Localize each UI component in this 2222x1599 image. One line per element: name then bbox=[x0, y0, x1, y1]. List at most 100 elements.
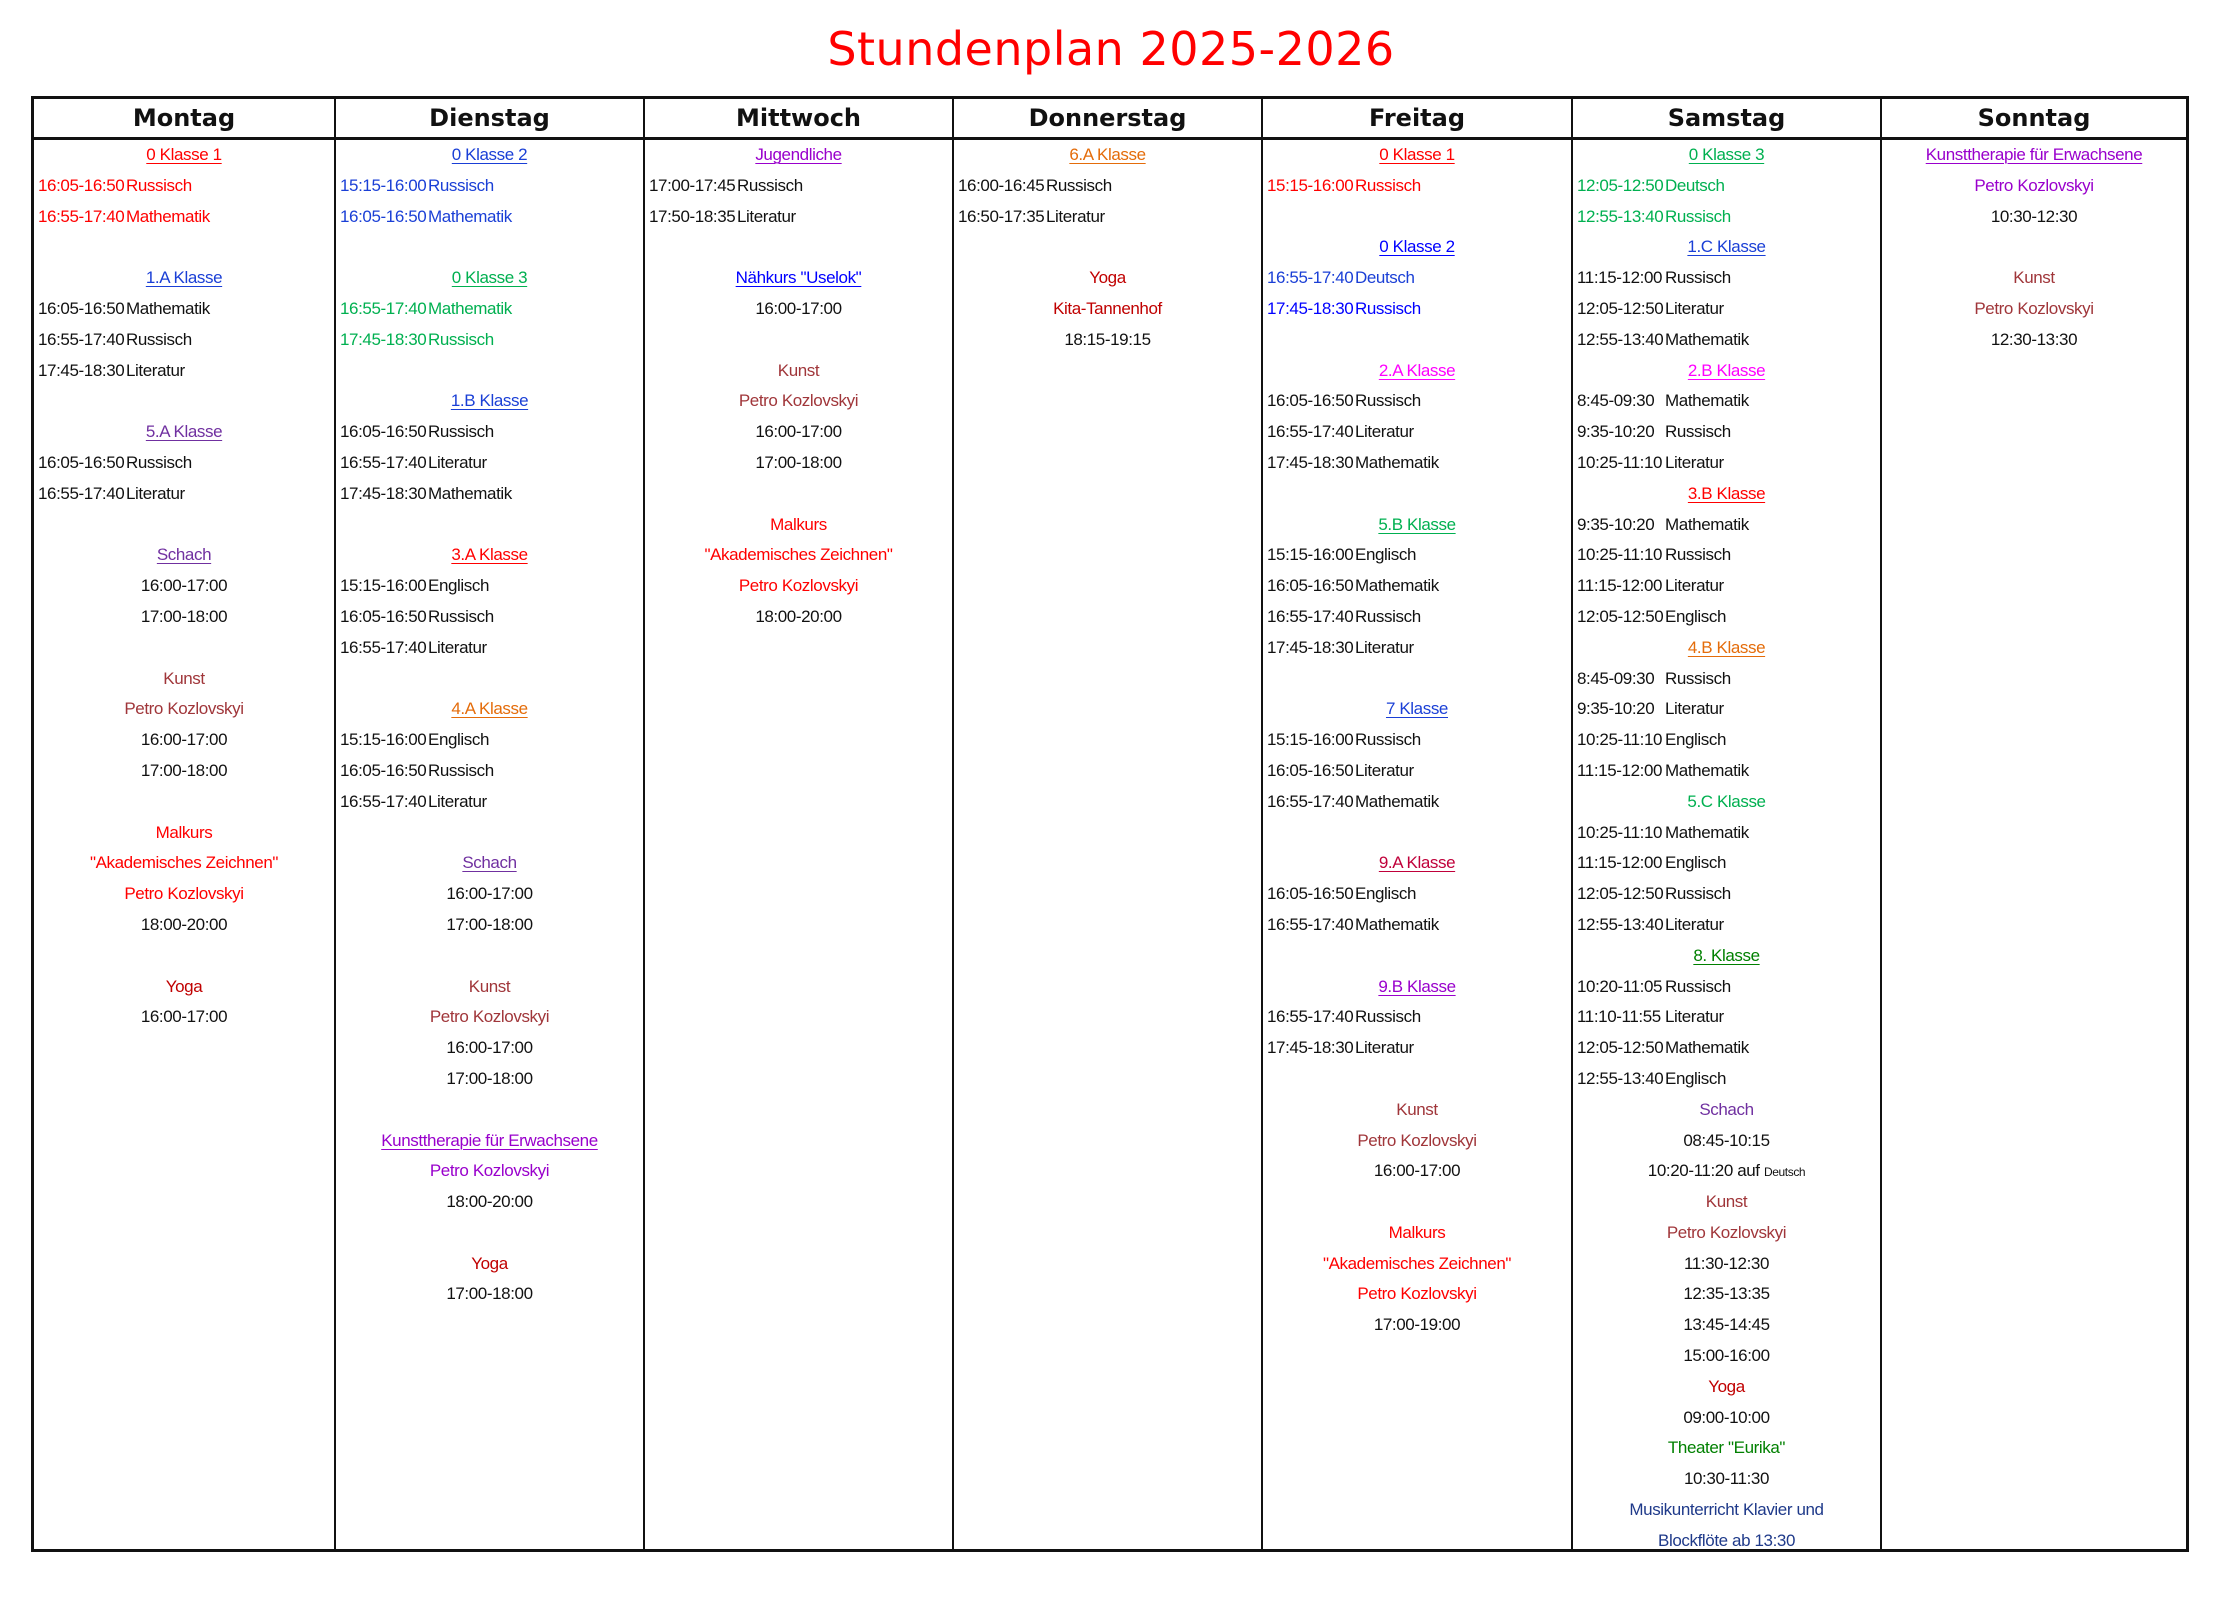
lesson-row: 15:15-16:00Englisch bbox=[336, 725, 643, 756]
lesson-row: 16:55-17:40Mathematik bbox=[34, 202, 334, 233]
course-title: 2.B Klasse bbox=[1687, 360, 1766, 380]
entry-line: Kita-Tannenhof bbox=[954, 294, 1261, 325]
lesson-subject: Mathematik bbox=[1665, 760, 1749, 780]
lesson-row: 16:55-17:40Literatur bbox=[336, 633, 643, 664]
course-heading: 4.B Klasse bbox=[1573, 633, 1880, 664]
course-title: Malkurs bbox=[1388, 1222, 1446, 1242]
lesson-subject: Russisch bbox=[1665, 884, 1731, 904]
lesson-subject: Englisch bbox=[1665, 606, 1727, 626]
entry-line: "Akademisches Zeichnen" bbox=[1263, 1249, 1571, 1280]
lesson-subject: Mathematik bbox=[428, 298, 512, 318]
lesson-row: 16:05-16:50Mathematik bbox=[336, 202, 643, 233]
day-header: Montag bbox=[34, 99, 334, 140]
course-heading: 4.A Klasse bbox=[336, 694, 643, 725]
spacer bbox=[1263, 325, 1571, 356]
lesson-subject: Literatur bbox=[1665, 1007, 1724, 1027]
entry-text: "Akademisches Zeichnen" bbox=[89, 853, 279, 873]
entry-line: 10:20-11:20 auf Deutsch bbox=[1573, 1156, 1880, 1187]
course-title: Yoga bbox=[471, 1253, 508, 1273]
entry-text: Petro Kozlovskyi bbox=[429, 1007, 550, 1027]
lesson-subject: Mathematik bbox=[1665, 822, 1749, 842]
course-title: Kunst bbox=[2013, 268, 2055, 288]
course-title: 8. Klasse bbox=[1693, 945, 1760, 965]
course-heading: Malkurs bbox=[1263, 1218, 1571, 1249]
lesson-row: 11:15-12:00 Russisch bbox=[1573, 263, 1880, 294]
course-heading: 1.C Klasse bbox=[1573, 232, 1880, 263]
lesson-subject: Deutsch bbox=[1665, 175, 1725, 195]
lesson-row: 16:50-17:35Literatur bbox=[954, 202, 1261, 233]
lesson-subject: Literatur bbox=[1665, 914, 1724, 934]
spacer bbox=[336, 1095, 643, 1126]
entry-line: Petro Kozlovskyi bbox=[1882, 171, 2186, 202]
day-entries: Kunsttherapie für Erwachsene Petro Kozlov… bbox=[1882, 140, 2186, 356]
lesson-row: 15:15-16:00Russisch bbox=[336, 171, 643, 202]
entry-text: Petro Kozlovskyi bbox=[738, 391, 859, 411]
timetable: Montag 0 Klasse 1 16:05-16:50 Russisch 16:55… bbox=[31, 96, 2189, 1552]
course-heading: Theater "Eurika" bbox=[1573, 1433, 1880, 1464]
entry-text: Petro Kozlovskyi bbox=[429, 1161, 550, 1181]
entry-line: Petro Kozlovskyi bbox=[645, 571, 952, 602]
course-heading: Kunst bbox=[34, 664, 334, 695]
course-heading: Schach bbox=[34, 540, 334, 571]
spacer bbox=[34, 232, 334, 263]
course-title: Schach bbox=[462, 853, 517, 873]
course-title: Yoga bbox=[1089, 268, 1126, 288]
day-header: Sonntag bbox=[1882, 99, 2186, 140]
course-title: Theater "Eurika" bbox=[1667, 1438, 1786, 1458]
entry-text: Petro Kozlovskyi bbox=[1974, 175, 2094, 195]
course-title: 2.A Klasse bbox=[1378, 360, 1456, 380]
lesson-row: 11:15-12:00 Mathematik bbox=[1573, 756, 1880, 787]
course-title: 0 Klasse 1 bbox=[1379, 145, 1455, 164]
entry-line: 17:00-18:00 bbox=[645, 448, 952, 479]
lesson-row: 16:05-16:50Englisch bbox=[1263, 879, 1571, 910]
lesson-subject: Russisch bbox=[428, 329, 494, 349]
lesson-row: 12:05-12:50Mathematik bbox=[1573, 1033, 1880, 1064]
lesson-time: 15:15-16:00 bbox=[340, 175, 427, 195]
lesson-row: 16:55-17:40Literatur bbox=[1263, 417, 1571, 448]
lesson-subject: Englisch bbox=[1665, 730, 1727, 750]
lesson-subject: Mathematik bbox=[428, 206, 512, 226]
course-title: Kunst bbox=[777, 360, 820, 380]
course-heading: Kunst bbox=[1263, 1095, 1571, 1126]
course-title: 3.A Klasse bbox=[451, 545, 528, 565]
course-title: Kunst bbox=[1705, 1192, 1748, 1212]
course-heading: 1.A Klasse bbox=[34, 263, 334, 294]
lesson-row: 15:15-16:00Russisch bbox=[1263, 171, 1571, 202]
lesson-subject: Mathematik bbox=[1665, 514, 1749, 534]
course-heading: Kunst bbox=[1573, 1187, 1880, 1218]
lesson-subject: Russisch bbox=[1665, 206, 1731, 226]
lesson-subject: Englisch bbox=[1355, 884, 1417, 904]
course-heading: Kunst bbox=[1882, 263, 2186, 294]
course-heading: Jugendliche bbox=[645, 140, 952, 171]
entry-line: 17:00-18:00 bbox=[336, 1064, 643, 1095]
lesson-time: 12:55-13:40 bbox=[1577, 206, 1664, 226]
entry-line: 10:30-11:30 bbox=[1573, 1464, 1880, 1495]
entry-text: 18:15-19:15 bbox=[1064, 329, 1151, 349]
lesson-time: 16:05-16:50 bbox=[340, 422, 427, 442]
lesson-row: 12:05-12:50Deutsch bbox=[1573, 171, 1880, 202]
lesson-subject: Russisch bbox=[428, 760, 494, 780]
lesson-time: 16:05-16:50 bbox=[1267, 760, 1354, 780]
course-heading: 2.A Klasse bbox=[1263, 356, 1571, 387]
lesson-row: 16:55-17:40Literatur bbox=[34, 479, 334, 510]
lesson-row: 17:45-18:30Russisch bbox=[336, 325, 643, 356]
entry-line: 10:30-12:30 bbox=[1882, 202, 2186, 233]
entry-line: 13:45-14:45 bbox=[1573, 1310, 1880, 1341]
lesson-row: 9:35-10:20 Russisch bbox=[1573, 417, 1880, 448]
lesson-subject: Literatur bbox=[428, 791, 487, 811]
lesson-time: 15:15-16:00 bbox=[340, 576, 427, 596]
entry-text: 16:00-17:00 bbox=[755, 422, 842, 442]
entry-line: 18:00-20:00 bbox=[645, 602, 952, 633]
lesson-subject: Mathematik bbox=[1355, 576, 1439, 596]
day-header: Samstag bbox=[1573, 99, 1880, 140]
entry-line: Petro Kozlovskyi bbox=[336, 1002, 643, 1033]
lesson-row: 17:45-18:30Literatur bbox=[1263, 633, 1571, 664]
page-title: Stundenplan 2025-2026 bbox=[827, 22, 1395, 76]
entry-text: Petro Kozlovskyi bbox=[1357, 1284, 1477, 1304]
lesson-time: 17:45-18:30 bbox=[1267, 1038, 1354, 1058]
course-heading: 3.A Klasse bbox=[336, 540, 643, 571]
course-heading: Yoga bbox=[336, 1249, 643, 1280]
course-heading: 9.B Klasse bbox=[1263, 972, 1571, 1003]
entry-text: 17:00-19:00 bbox=[1373, 1315, 1461, 1335]
day-entries: 6.A Klasse 16:00-16:45Russisch 16:50-17:35… bbox=[954, 140, 1261, 356]
